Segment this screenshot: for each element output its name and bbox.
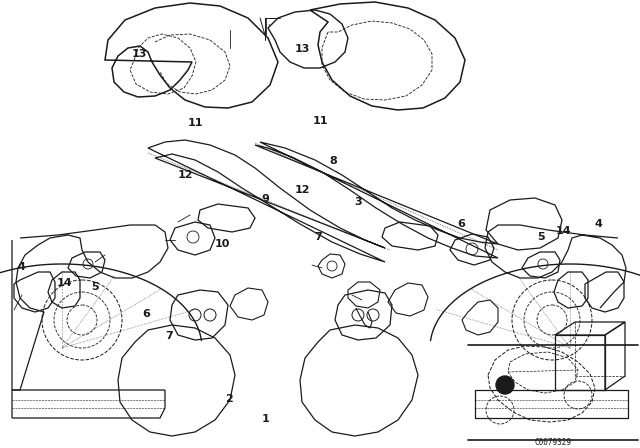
Text: 14: 14: [56, 278, 72, 288]
Text: 5: 5: [91, 282, 99, 292]
Text: 14: 14: [556, 226, 571, 236]
Text: 2: 2: [225, 394, 233, 404]
Text: 8: 8: [329, 156, 337, 166]
Text: 6: 6: [142, 309, 150, 319]
Circle shape: [496, 376, 514, 394]
Text: 4: 4: [595, 219, 602, 229]
Text: 3: 3: [355, 197, 362, 207]
Text: 10: 10: [215, 239, 230, 249]
Text: 13: 13: [132, 49, 147, 59]
Text: C0079329: C0079329: [534, 438, 572, 447]
Text: 5: 5: [537, 233, 545, 242]
Text: 4: 4: [17, 262, 25, 271]
Text: 11: 11: [312, 116, 328, 126]
Text: 1: 1: [262, 414, 269, 424]
Text: 7: 7: [314, 233, 322, 242]
Text: 9: 9: [262, 194, 269, 204]
Text: 7: 7: [166, 331, 173, 341]
Text: 11: 11: [188, 118, 203, 128]
Text: 12: 12: [178, 170, 193, 180]
Text: 6: 6: [457, 219, 465, 229]
Text: 12: 12: [295, 185, 310, 195]
Text: 13: 13: [295, 44, 310, 54]
